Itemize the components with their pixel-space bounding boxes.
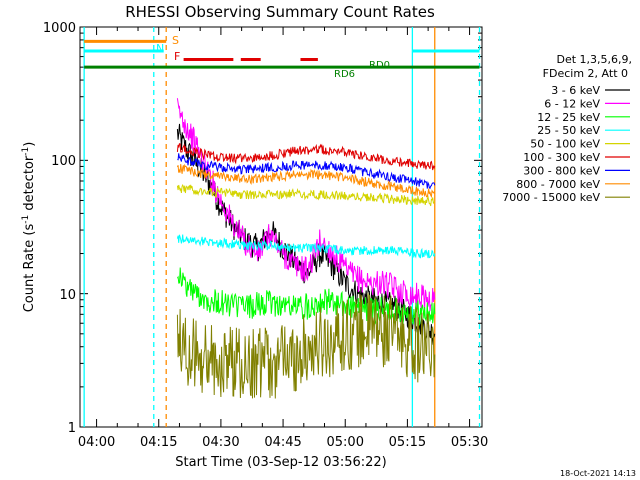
annotation-s-label: S	[172, 34, 179, 47]
annotation-n-label: N	[156, 42, 164, 55]
legend-label: 3 - 6 keV	[551, 84, 600, 97]
x-tick-label: 04:45	[264, 435, 301, 450]
y-tick-label: 1000	[43, 21, 76, 36]
y-tick-label: 100	[51, 154, 76, 169]
series-line	[176, 183, 436, 207]
annotation-f-label: F	[174, 50, 180, 63]
series-line	[176, 292, 436, 399]
legend-label: 800 - 7000 keV	[516, 178, 600, 191]
vertical-markers	[83, 27, 481, 427]
legend-label: 50 - 100 keV	[530, 138, 600, 151]
legend-label: 300 - 800 keV	[523, 164, 600, 177]
series-line	[176, 163, 436, 199]
series-line	[176, 234, 436, 259]
series-line	[177, 153, 436, 190]
legend-label: 100 - 300 keV	[523, 151, 600, 164]
series-line	[176, 98, 436, 312]
x-tick-label: 05:30	[451, 435, 488, 450]
series-lines	[176, 98, 436, 399]
plot-frame	[79, 26, 483, 428]
y-tick-label: 10	[59, 288, 76, 303]
y-axis-label: Count Rate (s-1 detector-1)	[21, 142, 37, 313]
footer-timestamp: 18-Oct-2021 14:13	[560, 469, 636, 478]
series-line	[176, 143, 436, 171]
x-axis-label: Start Time (03-Sep-12 03:56:22)	[175, 455, 386, 470]
x-tick-label: 04:15	[140, 435, 177, 450]
y-tick-label: 1	[68, 421, 76, 436]
x-tick-label: 04:30	[202, 435, 239, 450]
x-tick-label: 05:15	[389, 435, 426, 450]
x-tick-label: 04:00	[78, 435, 115, 450]
legend-label: 7000 - 15000 keV	[502, 191, 600, 204]
annotation-rd6-label: RD6	[334, 69, 355, 80]
chart-title: RHESSI Observing Summary Count Rates	[125, 3, 435, 21]
legend-label: 12 - 25 keV	[537, 111, 600, 124]
legend-label: 6 - 12 keV	[544, 97, 600, 110]
legend-header-line-2: FDecim 2, Att 0	[543, 67, 628, 80]
x-tick-label: 05:00	[327, 435, 364, 450]
state-annotations	[84, 39, 480, 69]
x-tick-labels: 04:00 04:15 04:30 04:45 05:00 05:15 05:30	[78, 435, 488, 450]
annotation-rd0-label: RD0	[369, 60, 390, 71]
legend-header-line-1: Det 1,3,5,6,9,	[556, 53, 632, 66]
axis-ticks	[80, 27, 482, 428]
legend-label: 25 - 50 keV	[537, 124, 600, 137]
